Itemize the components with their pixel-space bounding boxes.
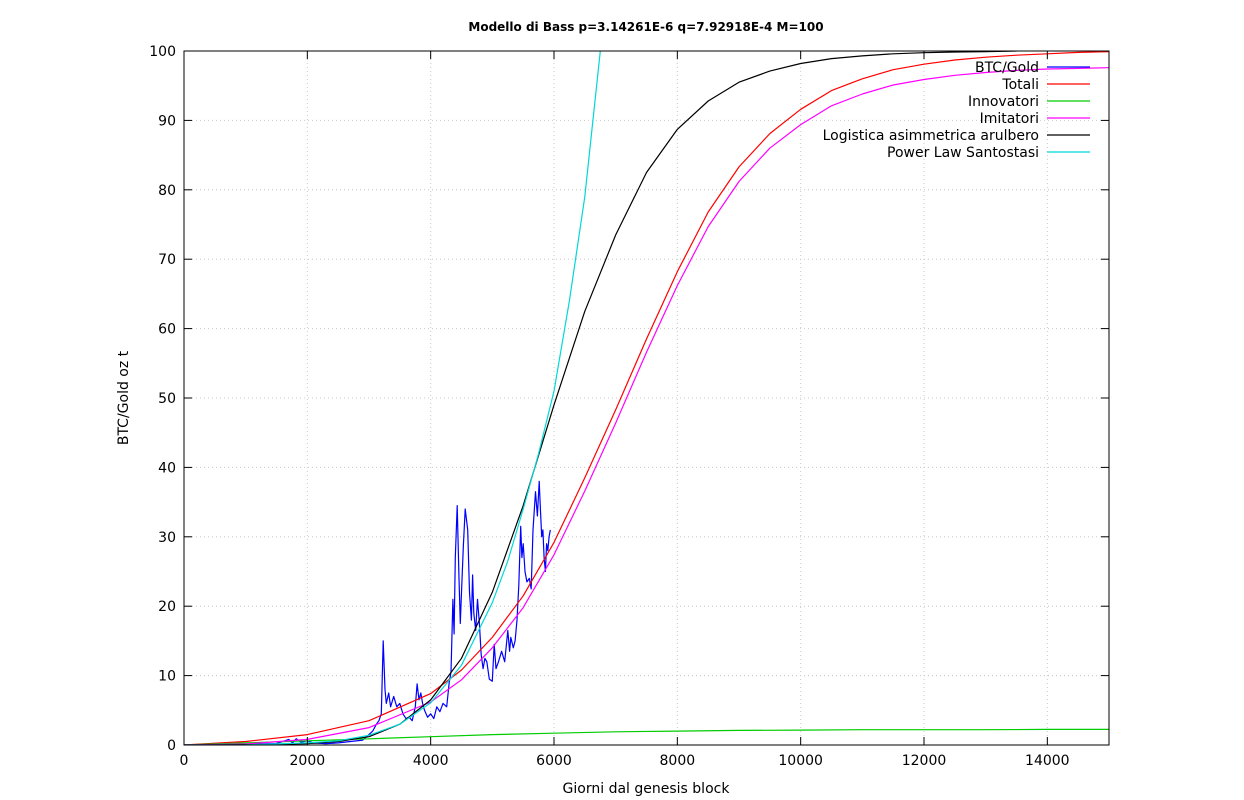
x-tick-label: 14000 <box>1025 753 1070 769</box>
y-tick-label: 20 <box>158 599 176 615</box>
x-tick-label: 10000 <box>778 753 823 769</box>
legend-label-power-law-santostasi: Power Law Santostasi <box>887 145 1039 161</box>
series-layer <box>184 51 1109 745</box>
legend-label-imitatori: Imitatori <box>980 111 1039 127</box>
x-tick-label: 12000 <box>902 753 947 769</box>
legend-label-logistica-asimmetrica-arulbero: Logistica asimmetrica arulbero <box>823 128 1039 144</box>
x-tick-label: 8000 <box>660 753 696 769</box>
y-axis-label: BTC/Gold oz t <box>116 350 132 445</box>
x-tick-label: 0 <box>180 753 189 769</box>
x-tick-label: 6000 <box>536 753 572 769</box>
x-tick-label: 2000 <box>290 753 326 769</box>
legend: BTC/GoldTotaliInnovatoriImitatoriLogisti… <box>823 60 1090 161</box>
y-tick-label: 30 <box>158 530 176 546</box>
series-line-innovatori <box>184 728 1109 745</box>
y-tick-label: 100 <box>149 44 176 60</box>
y-tick-label: 50 <box>158 391 176 407</box>
y-tick-label: 70 <box>158 252 176 268</box>
axis-ticks: 0 2000 4000 6000 8000 10000 12000 14000 0 10 20 30 4… <box>149 44 1109 769</box>
series-line-imitatori <box>184 67 1109 745</box>
x-axis-label: Giorni dal genesis block <box>563 781 731 797</box>
y-tick-label: 40 <box>158 460 176 476</box>
legend-label-innovatori: Innovatori <box>968 94 1039 110</box>
legend-label-totali: Totali <box>1001 77 1039 93</box>
series-line-btc-gold <box>184 480 551 745</box>
y-tick-label: 0 <box>167 738 176 754</box>
y-tick-label: 10 <box>158 669 176 685</box>
y-tick-label: 60 <box>158 322 176 338</box>
x-tick-label: 4000 <box>413 753 449 769</box>
y-tick-label: 80 <box>158 183 176 199</box>
y-tick-label: 90 <box>158 113 176 129</box>
chart-title: Modello di Bass p=3.14261E-6 q=7.92918E-… <box>468 20 823 34</box>
legend-label-btc-gold: BTC/Gold <box>975 60 1039 76</box>
series-line-power-law-santostasi <box>184 51 601 745</box>
series-line-logistica-asimmetrica-arulbero <box>184 51 1017 745</box>
